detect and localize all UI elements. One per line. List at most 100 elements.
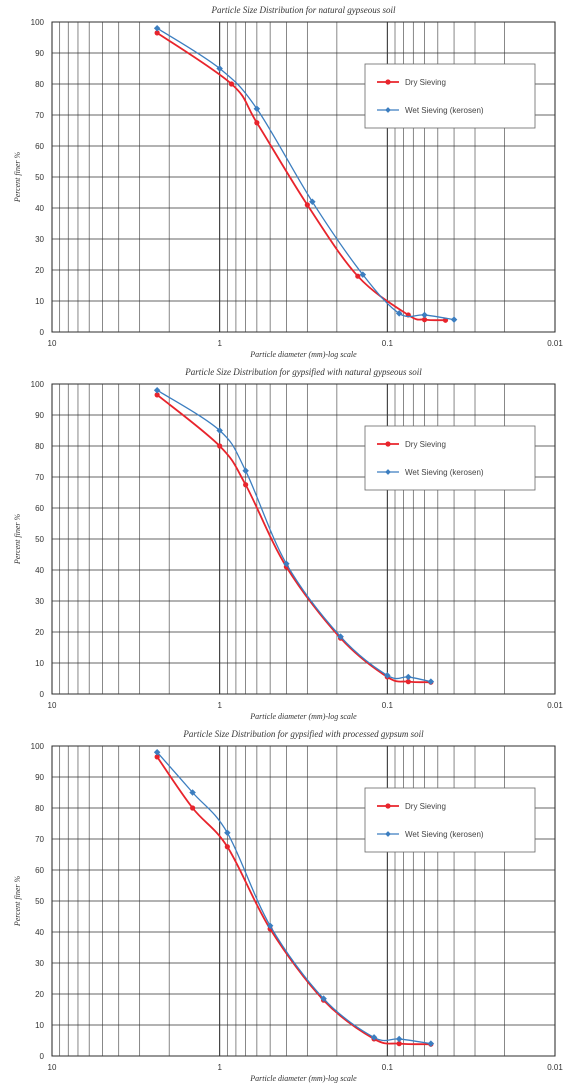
chart1-legend-label: Wet Sieving (kerosen) [405,106,484,115]
chart1-legend [364,63,536,129]
chart1-series-2-point [253,105,261,113]
chart3-title: Particle Size Distribution for gypsified… [182,729,424,739]
chart2-y-tick-label: 80 [35,442,44,451]
chart2-series-1-point [217,443,223,449]
chart1-y-tick-label: 50 [35,173,44,182]
chart1-y-tick-label: 100 [31,18,45,27]
chart1-y-tick-label: 0 [40,328,45,337]
chart3-series-1-point [154,754,160,760]
chart3-legend-label: Dry Sieving [405,802,446,811]
chart3-legend-label: Wet Sieving (kerosen) [405,830,484,839]
chart-panel-3: Particle Size Distribution for gypsified… [0,724,570,1084]
chart3-x-tick-label: 10 [48,1063,57,1072]
chart1-series-2-point [309,198,316,206]
chart2-legend-swatch-marker [385,469,391,475]
chart2-x-tick-label: 0.1 [382,701,394,710]
chart-panel-1: Particle Size Distribution for natural g… [0,0,570,360]
chart2-y-tick-label: 20 [35,628,44,637]
chart2-series-1-point [154,392,160,398]
chart1-y-tick-label: 80 [35,80,44,89]
chart3-x-tick-label: 0.1 [382,1063,394,1072]
chart2-x-tick-label: 10 [48,701,57,710]
chart2-series-1-point [243,482,249,488]
chart2-y-tick-label: 0 [40,690,45,699]
chart3-series-1-point [224,844,230,850]
chart2-y-tick-label: 70 [35,473,44,482]
chart1-series-2-point [153,24,161,32]
chart1-x-axis-label: Particle diameter (mm)-log scale [249,350,357,359]
chart3-y-tick-label: 80 [35,804,44,813]
chart1-x-tick-label: 0.01 [547,339,563,348]
chart2-legend-label: Dry Sieving [405,440,446,449]
chart1-y-axis-label: Percent finer % [13,151,22,203]
chart3-legend-swatch-marker [385,831,391,837]
chart2-x-tick-label: 1 [217,701,222,710]
chart2-series-2-point [242,467,249,475]
chart3-x-tick-label: 0.01 [547,1063,563,1072]
chart3-y-tick-label: 30 [35,959,44,968]
chart-svg-3: Particle Size Distribution for gypsified… [13,729,563,1083]
chart2-y-tick-label: 40 [35,566,44,575]
chart3-series-1-point [396,1041,402,1047]
chart2-x-tick-label: 0.01 [547,701,563,710]
chart1-y-tick-label: 30 [35,235,44,244]
chart2-y-tick-label: 10 [35,659,44,668]
chart1-legend-swatch-marker [385,79,391,85]
chart1-x-tick-label: 10 [48,339,57,348]
chart3-y-tick-label: 40 [35,928,44,937]
chart1-series-1-point [228,81,235,87]
chart1-y-tick-label: 90 [35,49,44,58]
chart3-y-tick-label: 0 [40,1052,45,1061]
chart2-y-tick-label: 30 [35,597,44,606]
chart1-x-tick-label: 1 [217,339,222,348]
chart3-x-tick-label: 1 [217,1063,222,1072]
chart1-series-2-point [450,316,458,323]
chart-panel-2: Particle Size Distribution for gypsified… [0,362,570,722]
chart1-y-tick-label: 40 [35,204,44,213]
chart1-legend-label: Dry Sieving [405,78,446,87]
chart3-y-tick-label: 60 [35,866,44,875]
chart3-y-axis-label: Percent finer % [13,875,22,927]
chart1-y-tick-label: 60 [35,142,44,151]
chart1-series-2-point [216,65,223,72]
chart1-y-tick-label: 10 [35,297,44,306]
chart3-y-tick-label: 70 [35,835,44,844]
chart2-series-2-point [337,633,344,640]
chart2-x-axis-label: Particle diameter (mm)-log scale [249,712,357,721]
chart3-legend [364,787,536,853]
chart1-series-2-point [395,310,403,317]
chart1-series-2-point [421,311,428,319]
chart-svg-2: Particle Size Distribution for gypsified… [13,367,563,721]
chart3-y-tick-label: 20 [35,990,44,999]
chart1-series-1-point [254,120,260,126]
chart1-title: Particle Size Distribution for natural g… [211,5,396,15]
chart2-y-tick-label: 90 [35,411,44,420]
chart1-y-tick-label: 20 [35,266,44,275]
chart2-series-1-line [156,394,431,684]
chart2-y-tick-label: 50 [35,535,44,544]
chart1-y-tick-label: 70 [35,111,44,120]
chart1-series-1-point [421,317,428,323]
chart3-y-tick-label: 10 [35,1021,44,1030]
chart3-series-2-point [224,829,231,837]
chart3-series-2-line [156,751,431,1045]
chart3-y-tick-label: 100 [31,742,45,751]
chart2-series-2-line [156,389,431,683]
chart2-series-2-point [405,673,412,681]
chart2-legend-label: Wet Sieving (kerosen) [405,468,484,477]
chart2-y-tick-label: 100 [31,380,45,389]
chart3-series-1-line [156,756,431,1046]
chart2-y-tick-label: 60 [35,504,44,513]
chart2-title: Particle Size Distribution for gypsified… [184,367,422,377]
chart3-y-tick-label: 50 [35,897,44,906]
chart2-legend [364,425,536,491]
chart-svg-1: Particle Size Distribution for natural g… [13,5,563,359]
chart3-legend-swatch-marker [385,803,391,809]
chart3-series-1-point [190,805,196,811]
chart2-series-1-point [405,679,411,685]
chart3-series-2-point [266,922,274,930]
chart1-series-2-point [359,271,367,278]
chart1-series-2-line [156,27,455,321]
chart1-legend-swatch-marker [385,107,391,113]
chart3-x-axis-label: Particle diameter (mm)-log scale [249,1074,357,1083]
